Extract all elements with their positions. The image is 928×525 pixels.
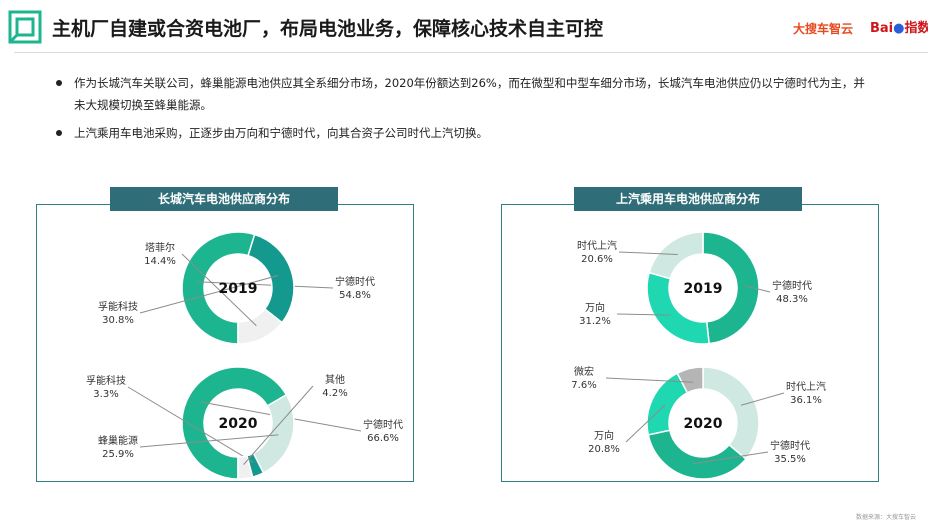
- bullet-text: 上汽乘用车电池采购，正逐步由万向和宁德时代，向其合资子公司时代上汽切换。: [74, 126, 488, 140]
- bullet-item: 作为长城汽车关联公司，蜂巢能源电池供应其全系细分市场，2020年份额达到26%，…: [52, 72, 872, 116]
- slice-label: 塔菲尔: [145, 241, 175, 254]
- slice-label: 时代上汽: [786, 380, 826, 393]
- brand-logo-dasouche: 大搜车智云: [793, 22, 854, 36]
- slice-label: 孚能科技: [86, 374, 126, 387]
- slice-value: 31.2%: [579, 316, 611, 327]
- donut-slice: [237, 307, 284, 345]
- donut-slice: [181, 231, 256, 345]
- slice-value: 20.8%: [588, 444, 620, 455]
- chart-year-label: 2019: [684, 281, 723, 297]
- leader-line: [139, 434, 279, 448]
- donut-slice: [648, 231, 704, 280]
- slice-value: 36.1%: [790, 395, 822, 406]
- bullet-text: 作为长城汽车关联公司，蜂巢能源电池供应其全系细分市场，2020年份额达到26%，…: [74, 76, 865, 112]
- slice-label: 微宏: [574, 365, 594, 378]
- leader-line: [139, 275, 279, 314]
- leader-line: [605, 377, 694, 383]
- slice-label: 其他: [325, 373, 345, 386]
- slice-value: 20.6%: [581, 254, 613, 265]
- slice-label: 孚能科技: [98, 300, 138, 313]
- leader-line: [243, 385, 314, 465]
- slice-label: 宁德时代: [770, 439, 810, 452]
- leader-line: [196, 281, 334, 289]
- slice-label: 蜂巢能源: [98, 434, 138, 447]
- chart-year-label: 2020: [219, 416, 258, 432]
- donut-slice: [252, 393, 295, 474]
- donut-slice: [647, 429, 747, 480]
- logo-icon: [8, 10, 42, 44]
- slice-label: 宁德时代: [335, 275, 375, 288]
- paw-icon: ●: [893, 21, 905, 36]
- slice-value: 66.6%: [367, 433, 399, 444]
- baidu-text: Bai: [870, 21, 894, 36]
- bullet-dot-icon: [56, 130, 62, 136]
- slice-value: 25.9%: [102, 449, 134, 460]
- header-divider: [14, 52, 928, 53]
- donut-slice: [702, 366, 760, 461]
- donut-slice: [676, 366, 704, 394]
- leader-line: [618, 251, 678, 255]
- slice-value: 4.2%: [322, 388, 347, 399]
- slice-label: 万向: [585, 301, 605, 314]
- slice-label: 宁德时代: [363, 418, 403, 431]
- slice-label: 时代上汽: [577, 239, 617, 252]
- slice-value: 48.3%: [776, 294, 808, 305]
- brand-logo-baidu: Bai●指数: [870, 17, 928, 36]
- page-title: 主机厂自建或合资电池厂，布局电池业务，保障核心技术自主可控: [52, 18, 604, 40]
- slice-value: 30.8%: [102, 315, 134, 326]
- donut-slice: [237, 454, 254, 480]
- donut-slice: [702, 231, 760, 345]
- leader-line: [127, 386, 254, 463]
- bullet-item: 上汽乘用车电池采购，正逐步由万向和宁德时代，向其合资子公司时代上汽切换。: [52, 122, 872, 144]
- slice-value: 35.5%: [774, 454, 806, 465]
- slice-value: 14.4%: [144, 256, 176, 267]
- donut-slice: [247, 233, 295, 324]
- leader-line: [692, 451, 769, 465]
- donut-slice: [181, 366, 288, 480]
- leader-line: [616, 313, 671, 316]
- slice-value: 7.6%: [571, 380, 596, 391]
- leader-line: [740, 392, 785, 406]
- footnote: 数据来源：大搜车智云: [855, 514, 916, 521]
- chart-year-label: 2019: [219, 281, 258, 297]
- panel-title-great-wall: 长城汽车电池供应商分布: [110, 187, 338, 211]
- chart-year-label: 2020: [684, 416, 723, 432]
- bullet-dot-icon: [56, 80, 62, 86]
- slice-value: 54.8%: [339, 290, 371, 301]
- baidu-index-text: 指数: [904, 21, 928, 36]
- leader-line: [744, 285, 771, 293]
- leader-line: [625, 404, 666, 443]
- bullet-list: 作为长城汽车关联公司，蜂巢能源电池供应其全系细分市场，2020年份额达到26%，…: [52, 72, 872, 150]
- slice-label: 万向: [594, 429, 614, 442]
- slice-value: 3.3%: [93, 389, 118, 400]
- panel-title-saic: 上汽乘用车电池供应商分布: [574, 187, 802, 211]
- leader-line: [181, 253, 257, 327]
- slice-label: 宁德时代: [772, 279, 812, 292]
